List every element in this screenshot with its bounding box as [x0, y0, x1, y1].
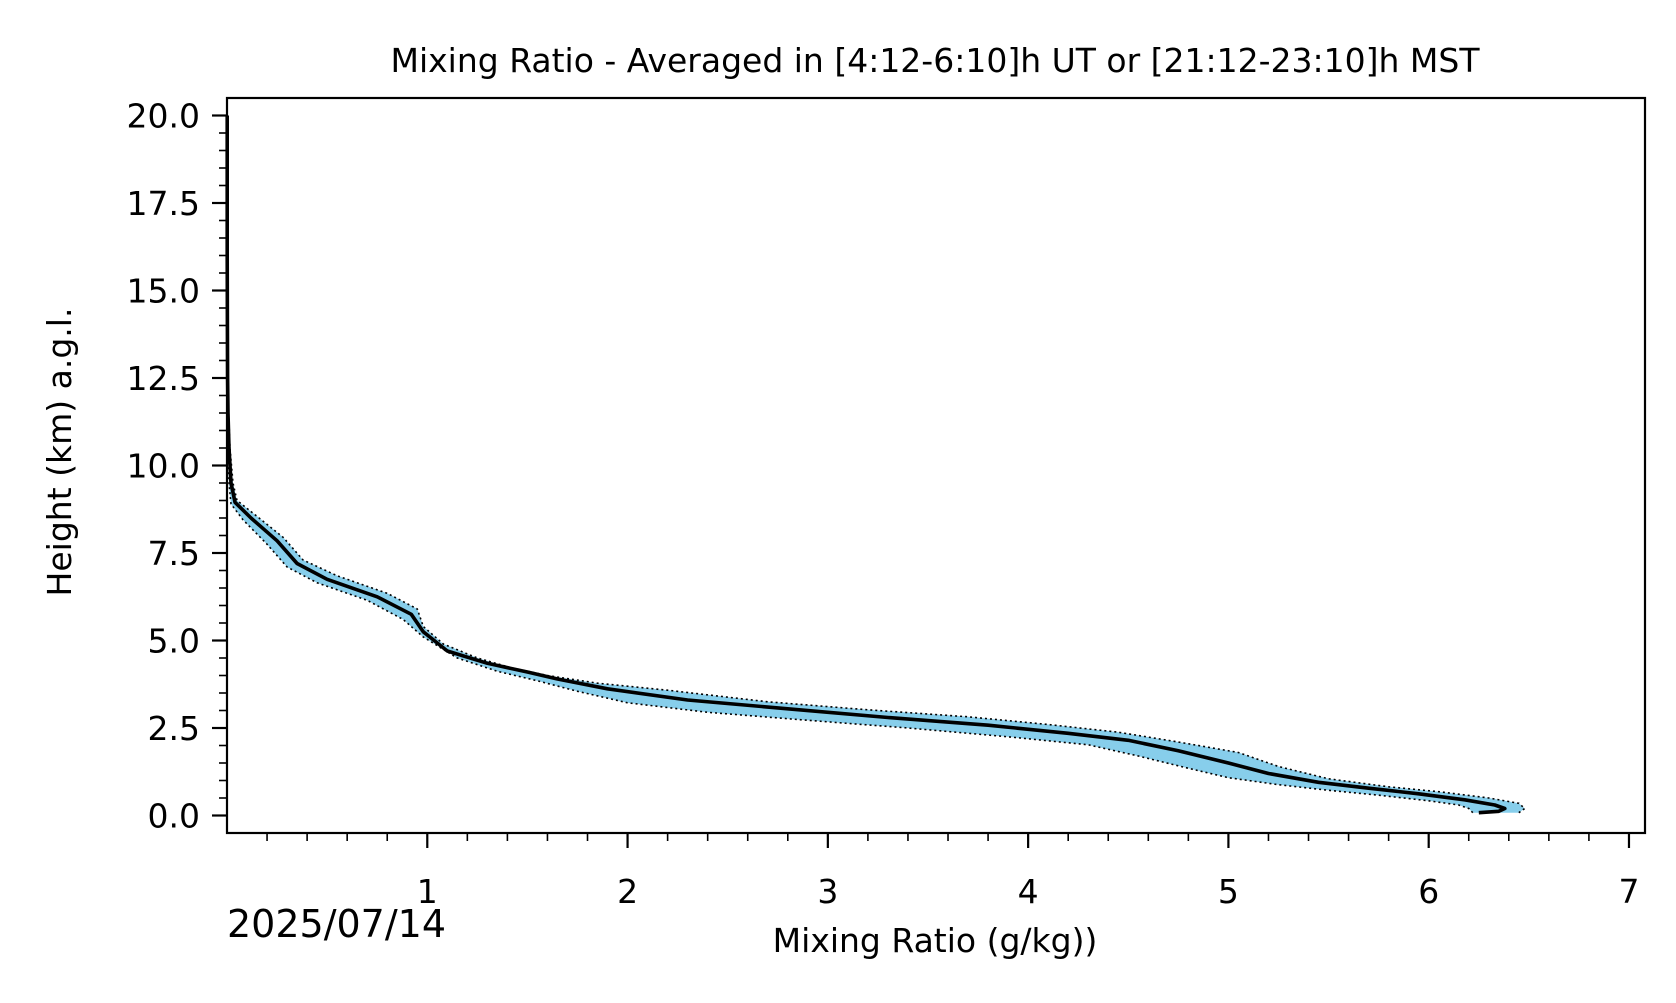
lower-bound-line [226, 115, 1474, 814]
uncertainty-band-layer [227, 115, 1525, 813]
x-tick-label: 6 [1418, 872, 1439, 911]
uncertainty-band [227, 115, 1525, 813]
y-tick-label: 7.5 [148, 534, 200, 573]
mean-profile-line [225, 115, 1507, 815]
x-tick-label: 1 [417, 872, 438, 911]
y-axis-label: Height (km) a.g.l. [40, 308, 79, 597]
x-tick-label: 5 [1218, 872, 1239, 911]
date-label: 2025/07/14 [227, 902, 446, 946]
chart-title: Mixing Ratio - Averaged in [4:12-6:10]h … [391, 41, 1481, 80]
y-tick-label: 5.0 [148, 622, 200, 661]
upper-bound-line [226, 115, 1527, 814]
profile-line-layer [225, 115, 1527, 815]
x-tick-label: 3 [817, 872, 838, 911]
y-tick-label: 12.5 [127, 359, 200, 398]
y-tick-label: 20.0 [127, 97, 200, 136]
y-axis: 0.0 2.5 5.0 7.5 10.0 12.5 15.0 17.5 20.0 [127, 97, 227, 836]
x-tick-label: 4 [1018, 872, 1039, 911]
x-axis: 1 2 3 4 5 6 7 [266, 833, 1639, 911]
y-tick-label: 10.0 [127, 447, 200, 486]
y-tick-label: 17.5 [127, 184, 200, 223]
x-axis-label: Mixing Ratio (g/kg)) [773, 921, 1098, 960]
x-tick-label: 2 [617, 872, 638, 911]
y-tick-label: 15.0 [127, 272, 200, 311]
plot-area [225, 96, 1647, 835]
y-tick-label: 0.0 [148, 797, 200, 836]
x-tick-label: 7 [1618, 872, 1639, 911]
y-tick-label: 2.5 [148, 709, 200, 748]
